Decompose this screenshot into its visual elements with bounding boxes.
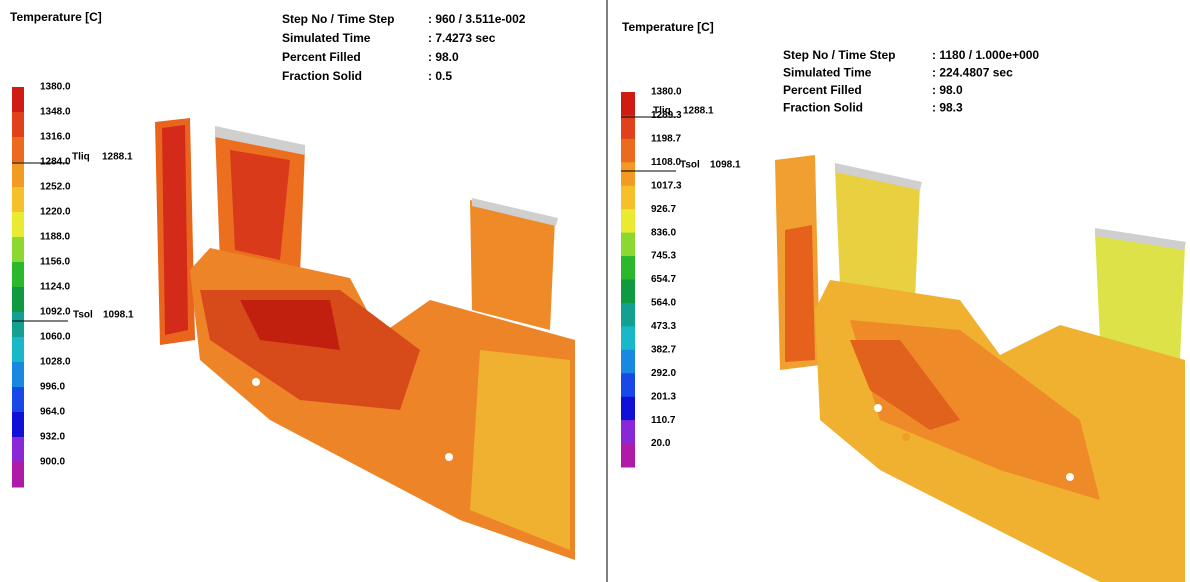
legend-label: 996.0: [40, 382, 65, 393]
legend-label: 292.0: [651, 368, 676, 379]
legend-label: 201.3: [651, 391, 676, 402]
info-label: Percent Filled: [282, 50, 361, 64]
legend-swatch: [621, 373, 635, 397]
legend-swatch: [12, 462, 24, 488]
legend-label: 1316.0: [40, 132, 71, 143]
info-label: Fraction Solid: [783, 101, 863, 115]
legend-swatch: [621, 350, 635, 374]
legend-label: 745.3: [651, 251, 676, 262]
legend-label: 1198.7: [651, 134, 681, 145]
legend-label: 1092.0: [40, 307, 71, 318]
info-value: : 98.0: [428, 50, 459, 64]
info-value: : 0.5: [428, 69, 452, 83]
legend-swatch: [621, 420, 635, 444]
legend-swatch: [621, 186, 635, 210]
legend-label: 964.0: [40, 407, 65, 418]
legend-swatch: [12, 287, 24, 313]
legend-swatch: [12, 162, 24, 188]
legend-swatch: [621, 280, 635, 304]
legend-swatch: [621, 303, 635, 327]
legend-label: 1156.0: [40, 257, 70, 268]
legend-label: 1380.0: [40, 82, 71, 93]
info-value: : 7.4273 sec: [428, 31, 496, 45]
legend-swatch: [621, 444, 635, 468]
model-right: [775, 155, 1186, 582]
legend-swatch: [621, 162, 635, 186]
legend-swatch: [621, 233, 635, 257]
legend-label: 1060.0: [40, 332, 71, 343]
tsol-label: Tsol: [73, 310, 93, 321]
legend-label: 926.7: [651, 204, 676, 215]
legend-swatch: [12, 387, 24, 413]
tliq-label: Tliq: [653, 106, 671, 117]
tliq-label: Tliq: [72, 152, 90, 163]
info-label: Simulated Time: [282, 31, 371, 45]
legend-label: 1124.0: [40, 282, 70, 293]
legend-label: 1220.0: [40, 207, 71, 218]
legend-swatch: [12, 237, 24, 263]
legend-label: 1284.0: [40, 157, 71, 168]
legend-swatch: [12, 112, 24, 138]
tliq-value: 1288.1: [683, 106, 714, 117]
legend-swatch: [12, 312, 24, 338]
panel-title: Temperature [C]: [10, 10, 102, 24]
legend-label: 836.0: [651, 227, 676, 238]
legend-swatch: [12, 412, 24, 438]
legend-swatch: [12, 437, 24, 463]
legend-label: 1188.0: [40, 232, 70, 243]
info-value: : 1180 / 1.000e+000: [932, 48, 1039, 62]
legend-label: 1108.0: [651, 157, 681, 168]
legend-swatch: [621, 256, 635, 280]
legend-swatch: [621, 209, 635, 233]
info-label: Step No / Time Step: [282, 12, 394, 26]
legend-label: 1348.0: [40, 107, 71, 118]
legend-swatch: [12, 337, 24, 363]
tsol-label: Tsol: [680, 160, 700, 171]
legend-label: 1380.0: [651, 87, 682, 98]
legend-label: 382.7: [651, 344, 676, 355]
legend-swatch: [12, 212, 24, 238]
screenshot: Temperature [C] Step No / Time Step : 960 …: [0, 0, 1190, 582]
info-value: : 98.3: [932, 101, 963, 115]
info-value: : 98.0: [932, 83, 963, 97]
info-value: : 960 / 3.511e-002: [428, 12, 526, 26]
legend-swatch: [12, 87, 24, 113]
legend-label: 20.0: [651, 438, 671, 449]
model-left: [155, 118, 575, 560]
panel-title: Temperature [C]: [622, 20, 714, 34]
info-value: : 224.4807 sec: [932, 66, 1013, 80]
legend-swatch: [621, 397, 635, 421]
tliq-value: 1288.1: [102, 152, 133, 163]
tsol-value: 1098.1: [103, 310, 134, 321]
legend-label: 473.3: [651, 321, 676, 332]
info-label: Fraction Solid: [282, 69, 362, 83]
legend-swatch: [12, 187, 24, 213]
info-label: Percent Filled: [783, 83, 862, 97]
legend-label: 900.0: [40, 457, 65, 468]
legend-label: 110.7: [651, 415, 676, 426]
legend-swatch: [12, 262, 24, 288]
legend-label: 1017.3: [651, 180, 682, 191]
legend-swatch: [621, 115, 635, 139]
legend-swatch: [12, 137, 24, 163]
legend-label: 932.0: [40, 432, 65, 443]
legend-label: 654.7: [651, 274, 676, 285]
legend-swatch: [621, 92, 635, 116]
tsol-value: 1098.1: [710, 160, 741, 171]
legend-label: 1252.0: [40, 182, 71, 193]
info-label: Step No / Time Step: [783, 48, 895, 62]
legend-swatch: [621, 139, 635, 163]
legend-swatch: [621, 326, 635, 350]
legend-swatch: [12, 362, 24, 388]
legend-label: 1028.0: [40, 357, 71, 368]
info-label: Simulated Time: [783, 66, 872, 80]
legend-label: 564.0: [651, 298, 676, 309]
